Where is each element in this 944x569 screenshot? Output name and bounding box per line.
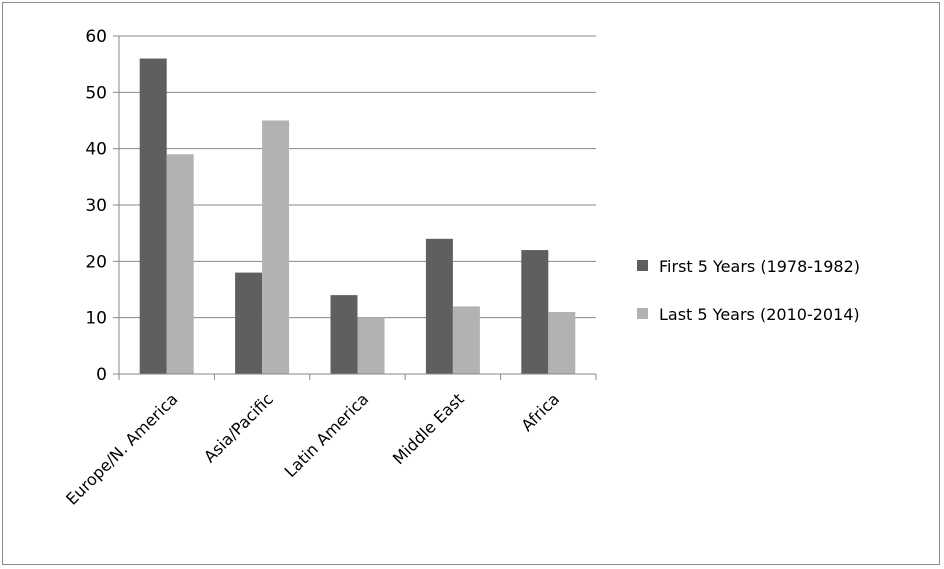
- bar-last-africa: [548, 312, 576, 374]
- category-label: Latin America: [281, 389, 373, 481]
- category-labels: Europe/N. America Asia/Pacific Latin Ameri…: [62, 389, 563, 508]
- bar-last-latin-america: [357, 317, 385, 374]
- y-tick-label: 0: [96, 365, 107, 385]
- bar-last-asia-pacific: [262, 120, 290, 374]
- y-tick-label: 10: [85, 309, 107, 329]
- y-tick-label: 60: [85, 27, 107, 47]
- y-tick-label: 30: [85, 196, 107, 216]
- bars: [139, 58, 576, 375]
- y-tick-label: 50: [85, 83, 107, 103]
- bar-last-middle-east: [452, 306, 480, 374]
- y-tick-label: 40: [85, 140, 107, 160]
- y-tick-labels: 0 10 20 30 40 50 60: [85, 27, 107, 385]
- legend-swatch: [637, 260, 648, 271]
- bar-first-africa: [521, 250, 549, 374]
- axes: [113, 35, 597, 380]
- category-label: Europe/N. America: [62, 389, 181, 508]
- gridlines: [119, 35, 596, 319]
- bar-last-europe-n-america: [166, 154, 194, 374]
- bar-first-latin-america: [330, 295, 358, 374]
- legend: First 5 Years (1978-1982) Last 5 Years (2…: [637, 257, 860, 324]
- category-label: Asia/Pacific: [200, 389, 277, 466]
- category-label: Middle East: [389, 389, 468, 468]
- bar-first-middle-east: [425, 238, 453, 374]
- legend-label: Last 5 Years (2010-2014): [659, 305, 860, 324]
- legend-label: First 5 Years (1978-1982): [659, 257, 860, 276]
- y-tick-label: 20: [85, 252, 107, 272]
- category-label: Africa: [517, 389, 563, 435]
- bar-first-europe-n-america: [139, 58, 167, 375]
- bar-first-asia-pacific: [235, 272, 263, 374]
- legend-swatch: [637, 308, 648, 319]
